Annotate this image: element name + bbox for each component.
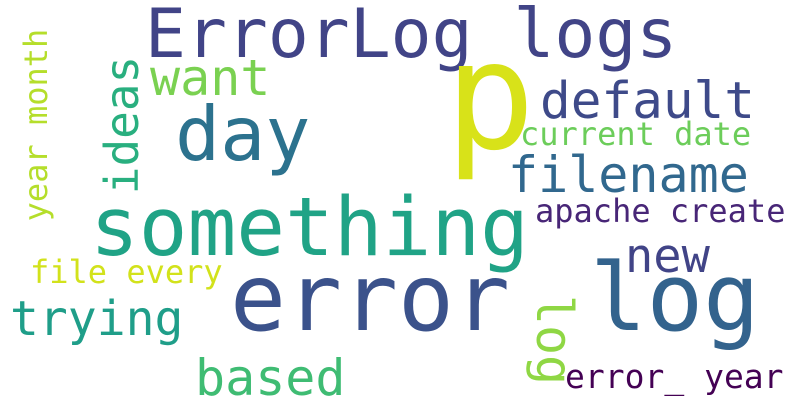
word: log: [590, 244, 760, 353]
word: file every: [30, 253, 223, 291]
word: default: [540, 72, 755, 131]
word: ideas: [95, 56, 149, 194]
word: want: [150, 49, 270, 107]
word: day: [175, 90, 310, 178]
word: based: [195, 349, 346, 400]
word: error: [230, 244, 510, 352]
word: ErrorLog logs: [145, 0, 677, 74]
word: filename: [508, 146, 749, 204]
word: new: [625, 229, 711, 284]
word: apache create: [535, 192, 785, 230]
word: current date: [520, 115, 751, 153]
word: log: [525, 295, 583, 385]
word: error_ year: [565, 357, 784, 397]
word: p: [445, 10, 535, 184]
word: year month: [17, 29, 55, 222]
word: something: [90, 181, 529, 275]
word: trying: [10, 291, 183, 347]
